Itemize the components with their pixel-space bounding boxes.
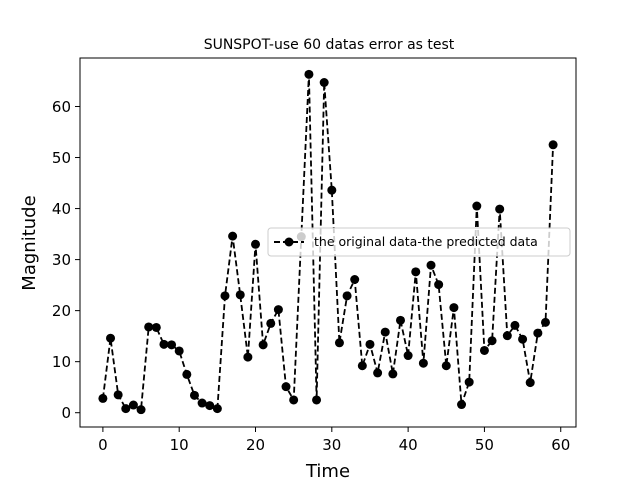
data-point	[495, 204, 505, 214]
data-point	[205, 401, 215, 411]
data-point	[449, 303, 459, 313]
data-point	[487, 336, 497, 346]
legend-label: the original data-the predicted data	[314, 234, 538, 249]
y-tick-label: 0	[61, 404, 71, 422]
y-tick-label: 20	[52, 302, 71, 320]
data-point	[212, 404, 222, 414]
data-point	[518, 334, 528, 344]
data-point	[426, 260, 436, 270]
data-point	[312, 395, 322, 405]
axes-frame	[79, 57, 577, 428]
data-point	[418, 358, 428, 368]
data-point	[319, 77, 329, 87]
data-point	[479, 345, 489, 355]
data-point	[540, 317, 550, 327]
data-point	[281, 382, 291, 392]
y-tick-label: 30	[52, 251, 71, 269]
data-point	[350, 275, 360, 285]
data-point	[510, 320, 520, 330]
data-point	[136, 405, 146, 415]
data-point	[334, 338, 344, 348]
y-axis-ticks: 0 10 20 30 40 50 60	[52, 98, 80, 422]
chart-title: SUNSPOT-use 60 datas error as test	[204, 37, 455, 53]
data-point	[197, 398, 207, 408]
data-point	[243, 352, 253, 362]
data-point	[151, 322, 161, 332]
legend-box	[267, 227, 571, 257]
data-point	[548, 140, 558, 150]
data-point	[380, 327, 390, 337]
data-point	[472, 201, 482, 211]
data-point	[388, 369, 398, 379]
data-point	[411, 267, 421, 277]
data-point	[266, 318, 276, 328]
data-point	[502, 331, 512, 341]
data-point	[121, 404, 131, 414]
data-point	[220, 291, 230, 301]
data-point	[395, 315, 405, 325]
x-axis-label: Time	[305, 461, 350, 480]
x-axis-ticks: 0 10 20 30 40 50 60	[98, 427, 570, 454]
data-point	[98, 393, 108, 403]
data-point	[304, 69, 314, 79]
y-tick-label: 10	[52, 353, 71, 371]
y-tick-label: 40	[52, 200, 71, 218]
data-point	[525, 378, 535, 388]
x-tick-label: 50	[475, 436, 494, 454]
data-point	[167, 340, 177, 350]
data-point	[342, 291, 352, 301]
data-point	[365, 339, 375, 349]
data-point	[273, 305, 283, 315]
data-point	[106, 333, 116, 343]
y-tick-label: 50	[52, 149, 71, 167]
data-point	[159, 339, 169, 349]
data-point	[251, 239, 261, 249]
x-tick-label: 0	[98, 436, 108, 454]
x-tick-label: 60	[551, 436, 570, 454]
data-point	[228, 231, 238, 241]
data-point	[457, 400, 467, 410]
data-point	[113, 390, 123, 400]
legend-marker-sample	[284, 237, 294, 247]
data-point	[327, 185, 337, 195]
y-axis-label: Magnitude	[19, 195, 40, 290]
x-tick-label: 20	[246, 436, 265, 454]
y-tick-label: 60	[52, 98, 71, 116]
data-point	[258, 340, 268, 350]
data-point	[357, 361, 367, 371]
plot-area	[98, 69, 558, 415]
data-point	[144, 322, 154, 332]
legend: the original data-the predicted data	[267, 227, 571, 257]
data-point	[128, 400, 138, 410]
data-point	[182, 369, 192, 379]
data-point	[189, 390, 199, 400]
x-tick-label: 40	[399, 436, 418, 454]
data-point	[464, 377, 474, 387]
data-point	[235, 290, 245, 300]
x-tick-label: 10	[170, 436, 189, 454]
data-point	[434, 280, 444, 290]
data-point	[533, 328, 543, 338]
x-tick-label: 30	[322, 436, 341, 454]
data-point	[441, 361, 451, 371]
data-point	[403, 351, 413, 361]
data-point	[373, 368, 383, 378]
data-point	[174, 346, 184, 356]
data-point	[289, 395, 299, 405]
